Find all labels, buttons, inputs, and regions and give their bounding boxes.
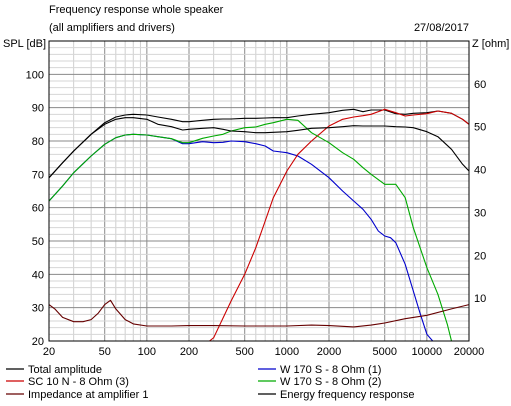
y-right-tick-label: 30 bbox=[474, 207, 486, 219]
right-axis-label: Z [ohm] bbox=[472, 38, 509, 50]
y-left-tick-label: 100 bbox=[26, 69, 44, 81]
x-tick-label: 10000 bbox=[412, 346, 443, 358]
y-right-tick-label: 10 bbox=[474, 293, 486, 305]
x-tick-label: 500 bbox=[236, 346, 254, 358]
x-tick-label: 200 bbox=[180, 346, 198, 358]
x-tick-label: 100 bbox=[138, 346, 156, 358]
x-tick-label: 20000 bbox=[454, 346, 485, 358]
x-tick-label: 2000 bbox=[317, 346, 341, 358]
x-tick-label: 1000 bbox=[275, 346, 299, 358]
series-line-4 bbox=[48, 118, 453, 342]
y-right-tick-label: 50 bbox=[474, 122, 486, 134]
legend-label: Energy frequency response bbox=[280, 389, 415, 401]
y-right-tick-label: 60 bbox=[474, 79, 486, 91]
y-left-tick-label: 40 bbox=[32, 269, 44, 281]
legend-label: SC 10 N - 8 Ohm (3) bbox=[28, 376, 129, 388]
legend: Total amplitude W 170 S - 8 Ohm (1) SC 10 … bbox=[6, 364, 415, 401]
x-tick-label: 50 bbox=[99, 346, 111, 358]
series-layer bbox=[48, 108, 470, 342]
plot-grid bbox=[48, 40, 470, 342]
chart-subtitle: (all amplifiers and drivers) bbox=[49, 22, 175, 34]
y-left-tick-label: 60 bbox=[32, 203, 44, 215]
legend-label: W 170 S - 8 Ohm (1) bbox=[280, 364, 381, 376]
x-tick-label: 5000 bbox=[372, 346, 396, 358]
series-line-1 bbox=[48, 108, 470, 179]
y-left-tick-label: 70 bbox=[32, 169, 44, 181]
y-left-tick-label: 30 bbox=[32, 303, 44, 315]
legend-label: Impedance at amplifier 1 bbox=[28, 389, 148, 401]
plot-frame bbox=[48, 40, 470, 342]
series-line-2 bbox=[48, 133, 438, 342]
y-left-tick-label: 50 bbox=[32, 236, 44, 248]
y-right-tick-label: 20 bbox=[474, 250, 486, 262]
chart-title: Frequency response whole speaker bbox=[49, 4, 224, 16]
left-axis-label: SPL [dB] bbox=[3, 38, 46, 50]
legend-label: W 170 S - 8 Ohm (2) bbox=[280, 376, 381, 388]
y-right-tick-label: 40 bbox=[474, 165, 486, 177]
y-left-tick-label: 20 bbox=[32, 336, 44, 348]
legend-label: Total amplitude bbox=[28, 364, 102, 376]
x-tick-label: 20 bbox=[43, 346, 55, 358]
chart-date: 27/08/2017 bbox=[414, 22, 469, 34]
y-left-tick-label: 90 bbox=[32, 103, 44, 115]
series-line-5 bbox=[48, 299, 470, 328]
y-left-tick-label: 80 bbox=[32, 136, 44, 148]
axis-ticks: 20 50 100 200 500 1000 2000 5000 10000 20000 20 30 4… bbox=[26, 69, 487, 358]
series-line-6 bbox=[48, 117, 470, 179]
